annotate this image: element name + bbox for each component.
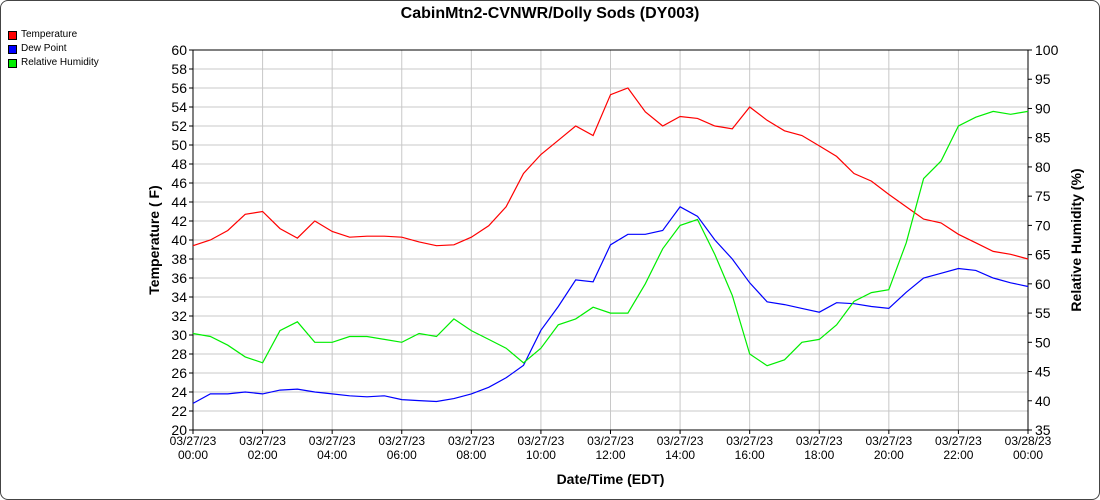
y2-tick-label: 50 xyxy=(1035,334,1051,350)
y-axis-label: Temperature ( F) xyxy=(146,185,162,294)
x-tick-time: 06:00 xyxy=(387,448,417,462)
y2-tick-label: 100 xyxy=(1035,42,1059,58)
x-tick-date: 03/27/23 xyxy=(170,434,217,448)
y-tick-label: 36 xyxy=(171,270,187,286)
y-tick-label: 48 xyxy=(171,156,187,172)
y2-tick-label: 35 xyxy=(1035,422,1051,438)
x-tick-date: 03/28/23 xyxy=(1005,434,1052,448)
y-tick-label: 58 xyxy=(171,61,187,77)
y-tick-label: 34 xyxy=(171,289,187,305)
x-tick-date: 03/27/23 xyxy=(935,434,982,448)
legend-swatch-temperature xyxy=(8,30,17,40)
x-tick-date: 03/27/23 xyxy=(726,434,773,448)
x-tick-time: 02:00 xyxy=(248,448,278,462)
legend-item-relative-humidity: Relative Humidity xyxy=(8,56,99,70)
y2-axis-label: Relative Humidity (%) xyxy=(1068,168,1084,311)
y-tick-label: 60 xyxy=(171,42,187,58)
y2-tick-label: 55 xyxy=(1035,305,1051,321)
y-tick-label: 40 xyxy=(171,232,187,248)
y-tick-label: 26 xyxy=(171,365,187,381)
series-line-dew-point xyxy=(192,206,1029,404)
y2-tick-label: 60 xyxy=(1035,276,1051,292)
y-tick-label: 32 xyxy=(171,308,187,324)
legend-label: Dew Point xyxy=(21,43,67,54)
x-tick-date: 03/27/23 xyxy=(448,434,495,448)
x-tick-time: 04:00 xyxy=(317,448,347,462)
x-tick-time: 00:00 xyxy=(178,448,208,462)
x-tick-date: 03/27/23 xyxy=(657,434,704,448)
x-tick-date: 03/27/23 xyxy=(865,434,912,448)
x-tick-time: 22:00 xyxy=(943,448,973,462)
y2-tick-label: 70 xyxy=(1035,217,1051,233)
x-tick-date: 03/27/23 xyxy=(587,434,634,448)
x-tick-time: 12:00 xyxy=(595,448,625,462)
y2-tick-label: 85 xyxy=(1035,130,1051,146)
y-tick-label: 42 xyxy=(171,213,187,229)
chart-title: CabinMtn2-CVNWR/Dolly Sods (DY003) xyxy=(400,5,700,22)
x-axis-label: Date/Time (EDT) xyxy=(557,471,665,487)
y-tick-label: 24 xyxy=(171,384,187,400)
x-tick-date: 03/27/23 xyxy=(309,434,356,448)
legend-swatch-relative-humidity xyxy=(8,58,17,68)
y-tick-label: 22 xyxy=(171,403,187,419)
x-tick-date: 03/27/23 xyxy=(239,434,286,448)
y-tick-label: 30 xyxy=(171,327,187,343)
plot-border xyxy=(192,49,1029,431)
y-tick-label: 56 xyxy=(171,80,187,96)
x-tick-date: 03/27/23 xyxy=(378,434,425,448)
x-tick-time: 08:00 xyxy=(456,448,486,462)
legend-label: Temperature xyxy=(21,29,78,40)
x-tick-date: 03/27/23 xyxy=(518,434,565,448)
y-tick-label: 28 xyxy=(171,346,187,362)
x-tick-time: 18:00 xyxy=(804,448,834,462)
x-tick-time: 10:00 xyxy=(526,448,556,462)
legend-item-temperature: Temperature xyxy=(8,28,99,42)
legend-swatch-dew-point xyxy=(8,44,17,54)
y-tick-label: 52 xyxy=(171,118,187,134)
x-tick-time: 14:00 xyxy=(665,448,695,462)
legend: Temperature Dew Point Relative Humidity xyxy=(8,28,99,70)
y2-tick-label: 90 xyxy=(1035,100,1051,116)
y2-tick-label: 95 xyxy=(1035,71,1051,87)
y-tick-label: 46 xyxy=(171,175,187,191)
y-tick-label: 50 xyxy=(171,137,187,153)
y-tick-label: 54 xyxy=(171,99,187,115)
y2-tick-label: 45 xyxy=(1035,364,1051,380)
series-line-relative-humidity xyxy=(192,110,1029,367)
y-tick-label: 20 xyxy=(171,422,187,438)
legend-label: Relative Humidity xyxy=(21,57,99,68)
x-tick-date: 03/27/23 xyxy=(796,434,843,448)
series-line-temperature xyxy=(192,87,1029,260)
y2-tick-label: 40 xyxy=(1035,393,1051,409)
legend-item-dew-point: Dew Point xyxy=(8,42,99,56)
y2-tick-label: 75 xyxy=(1035,188,1051,204)
y-tick-label: 44 xyxy=(171,194,187,210)
x-tick-time: 00:00 xyxy=(1013,448,1043,462)
x-tick-time: 20:00 xyxy=(874,448,904,462)
y2-tick-label: 65 xyxy=(1035,247,1051,263)
x-tick-time: 16:00 xyxy=(735,448,765,462)
y-tick-label: 38 xyxy=(171,251,187,267)
y2-tick-label: 80 xyxy=(1035,159,1051,175)
